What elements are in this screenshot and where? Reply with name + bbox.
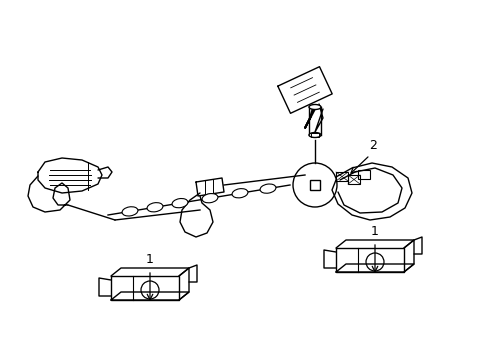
Text: 1: 1 [370,225,378,238]
Text: 2: 2 [368,139,376,152]
Ellipse shape [202,194,218,203]
Ellipse shape [232,189,247,198]
Ellipse shape [308,104,320,109]
Ellipse shape [147,203,163,212]
Ellipse shape [172,198,187,208]
Bar [310,133,318,137]
Bar [309,180,319,190]
Ellipse shape [308,132,320,138]
Text: 1: 1 [146,253,154,266]
Ellipse shape [260,184,275,193]
Ellipse shape [122,207,138,216]
